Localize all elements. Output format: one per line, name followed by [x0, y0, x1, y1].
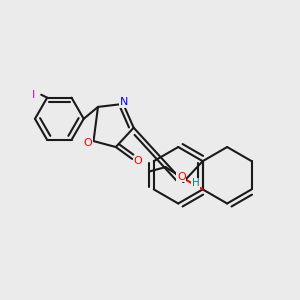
Text: N: N [120, 98, 128, 107]
Text: O: O [84, 138, 93, 148]
Text: H: H [192, 178, 200, 188]
Text: O: O [133, 156, 142, 166]
Text: O: O [177, 172, 186, 182]
Text: I: I [32, 90, 35, 100]
